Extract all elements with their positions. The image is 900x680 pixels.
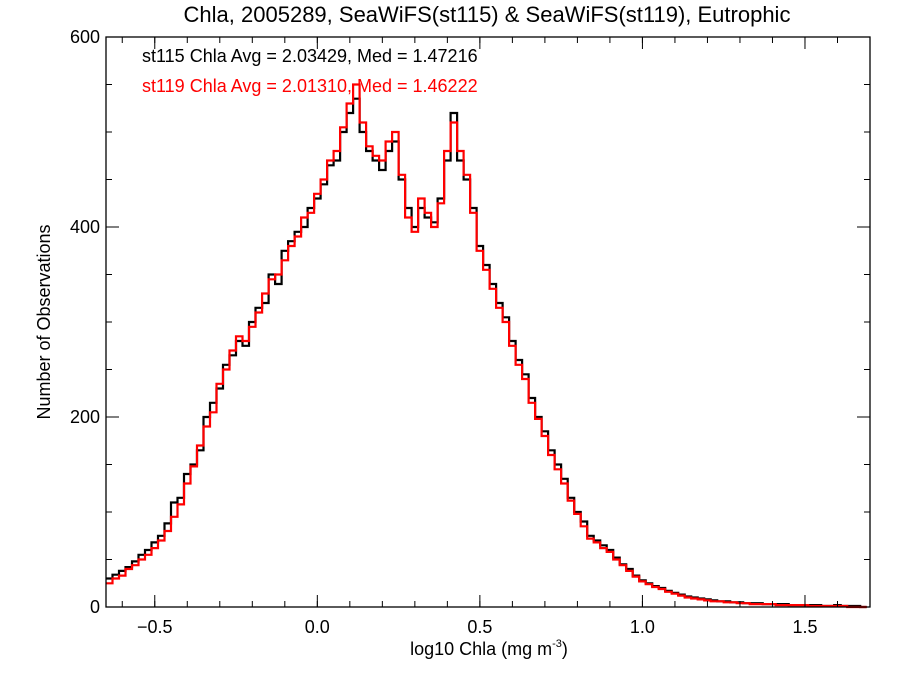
series-line-st119: [106, 83, 867, 609]
annotation-st115: st115 Chla Avg = 2.03429, Med = 1.47216: [142, 46, 478, 66]
axes-layer: −0.5 0.0 0.5 1.0 1.5 0 200 400 600: [70, 27, 871, 637]
x-tick-label: 1.0: [630, 617, 655, 637]
annotation-st119: st119 Chla Avg = 2.01310, Med = 1.46222: [142, 76, 478, 96]
y-tick-label: 600: [70, 27, 100, 47]
x-axis-label-main: log10 Chla (mg m: [410, 639, 552, 659]
x-axis-label-sup: -3: [552, 638, 562, 650]
x-tick-label: 0.5: [467, 617, 492, 637]
y-axis-label: Number of Observations: [34, 224, 54, 419]
x-axis-label-end: ): [562, 639, 568, 659]
plot-frame: [105, 36, 871, 608]
series-layer: [106, 83, 867, 609]
y-tick-label: 200: [70, 407, 100, 427]
x-tick-label: 0.0: [305, 617, 330, 637]
y-tick-label: 0: [90, 597, 100, 617]
y-tick-label: 400: [70, 217, 100, 237]
series-line-st115: [106, 97, 867, 609]
x-tick-label: −0.5: [137, 617, 173, 637]
x-axis-label: log10 Chla (mg m-3): [410, 638, 568, 659]
chart-title: Chla, 2005289, SeaWiFS(st115) & SeaWiFS(…: [184, 2, 791, 27]
x-tick-label: 1.5: [792, 617, 817, 637]
